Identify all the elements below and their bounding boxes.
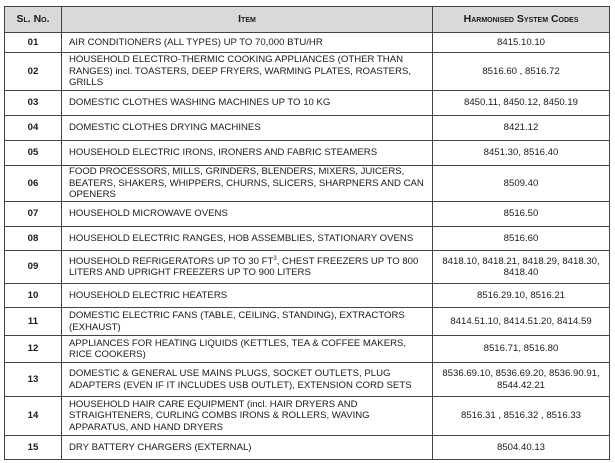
item-text: HOUSEHOLD ELECTRIC IRONS, IRONERS AND FA…	[69, 147, 378, 159]
item-cell: APPLIANCES FOR HEATING LIQUIDS (KETTLES,…	[61, 335, 433, 363]
item-cell: DOMESTIC CLOTHES DRYING MACHINES	[61, 115, 433, 141]
item-cell: HOUSEHOLD REFRIGERATORS UP TO 30 FT3, CH…	[61, 250, 433, 284]
item-text: APPLIANCES FOR HEATING LIQUIDS (KETTLES,…	[69, 337, 407, 361]
sl-no-cell: 05	[4, 140, 62, 166]
item-text: HOUSEHOLD HAIR CARE EQUIPMENT (incl. HAI…	[69, 398, 370, 433]
item-cell: HOUSEHOLD MICROWAVE OVENS	[61, 201, 433, 227]
hs-codes-cell: 8421.12	[432, 115, 610, 141]
item-superscript: 3	[273, 255, 277, 262]
item-cell: DRY BATTERY CHARGERS (EXTERNAL)	[61, 435, 433, 460]
table-row: 04 DOMESTIC CLOTHES DRYING MACHINES 8421.1…	[4, 115, 610, 141]
hs-codes-cell: 8536.69.10, 8536.69.20, 8536.90.91, 8544…	[432, 362, 610, 397]
item-text: HOUSEHOLD REFRIGERATORS UP TO 30 FT	[69, 255, 274, 267]
hs-codes-cell: 8504.40.13	[432, 435, 610, 460]
hs-codes-cell: 8516.29.10, 8516.21	[432, 283, 610, 308]
hs-codes-cell: 8418.10, 8418.21, 8418.29, 8418.30, 8418…	[432, 250, 610, 284]
hs-codes-cell: 8415.10.10	[432, 32, 610, 53]
sl-no-cell: 03	[4, 90, 62, 116]
table-row: 13 DOMESTIC & GENERAL USE MAINS PLUGS, SO…	[4, 362, 610, 397]
hs-codes-cell: 8451.30, 8516.40	[432, 140, 610, 166]
sl-no-cell: 08	[4, 226, 62, 251]
sl-no-cell: 13	[4, 362, 62, 397]
item-text: HOUSEHOLD ELECTRIC RANGES, HOB ASSEMBLIE…	[69, 232, 414, 244]
item-cell: FOOD PROCESSORS, MILLS, GRINDERS, BLENDE…	[61, 165, 433, 202]
item-text: DOMESTIC & GENERAL USE MAINS PLUGS, SOCK…	[69, 368, 412, 391]
item-cell: DOMESTIC CLOTHES WASHING MACHINES UP TO …	[61, 90, 433, 116]
table-row: 06 FOOD PROCESSORS, MILLS, GRINDERS, BLEN…	[4, 165, 610, 202]
hs-codes-cell: 8509.40	[432, 165, 610, 202]
item-text: DOMESTIC ELECTRIC FANS (TABLE, CEILING, …	[69, 310, 405, 333]
item-cell: DOMESTIC ELECTRIC FANS (TABLE, CEILING, …	[61, 307, 433, 336]
hs-codes-cell: 8450.11, 8450.12, 8450.19	[432, 90, 610, 116]
hs-codes-cell: 8516.31 , 8516.32 , 8516.33	[432, 396, 610, 436]
item-text: FOOD PROCESSORS, MILLS, GRINDERS, BLENDE…	[69, 166, 424, 201]
table-row: 01 AIR CONDITIONERS (ALL TYPES) UP TO 70,…	[4, 32, 610, 53]
table-row: 08 HOUSEHOLD ELECTRIC RANGES, HOB ASSEMBL…	[4, 226, 610, 251]
table-row: 11 DOMESTIC ELECTRIC FANS (TABLE, CEILING…	[4, 307, 610, 336]
header-item: Item	[61, 6, 433, 33]
sl-no-cell: 14	[4, 396, 62, 436]
sl-no-cell: 07	[4, 201, 62, 227]
table-row: 05 HOUSEHOLD ELECTRIC IRONS, IRONERS AND …	[4, 140, 610, 166]
table-row: 12 APPLIANCES FOR HEATING LIQUIDS (KETTLE…	[4, 335, 610, 363]
sl-no-cell: 02	[4, 52, 62, 91]
item-cell: HOUSEHOLD ELECTRIC RANGES, HOB ASSEMBLIE…	[61, 226, 433, 251]
sl-no-cell: 01	[4, 32, 62, 53]
table-row: 10 HOUSEHOLD ELECTRIC HEATERS 8516.29.10, …	[4, 283, 610, 308]
sl-no-cell: 15	[4, 435, 62, 460]
table-row: 07 HOUSEHOLD MICROWAVE OVENS 8516.50	[4, 201, 610, 227]
item-cell: DOMESTIC & GENERAL USE MAINS PLUGS, SOCK…	[61, 362, 433, 397]
header-row: Sl. No. Item Harmonised System Codes	[4, 6, 610, 33]
sl-no-cell: 11	[4, 307, 62, 336]
item-text: HOUSEHOLD MICROWAVE OVENS	[69, 208, 228, 220]
item-text-continued: , CHEST FREEZERS UP TO 800 LITERS AND UP…	[69, 255, 419, 279]
item-cell: HOUSEHOLD ELECTRIC HEATERS	[61, 283, 433, 308]
hs-codes-cell: 8414.51.10, 8414.51.20, 8414.59	[432, 307, 610, 336]
sl-no-cell: 04	[4, 115, 62, 141]
item-text: DOMESTIC CLOTHES WASHING MACHINES UP TO …	[69, 97, 331, 109]
sl-no-cell: 10	[4, 283, 62, 308]
item-text: HOUSEHOLD ELECTRO-THERMIC COOKING APPLIA…	[69, 54, 412, 89]
item-text: AIR CONDITIONERS (ALL TYPES) UP TO 70,00…	[69, 36, 323, 48]
table-row: 03 DOMESTIC CLOTHES WASHING MACHINES UP T…	[4, 90, 610, 116]
item-cell: HOUSEHOLD HAIR CARE EQUIPMENT (incl. HAI…	[61, 396, 433, 436]
item-text: DRY BATTERY CHARGERS (EXTERNAL)	[69, 441, 252, 453]
header-codes: Harmonised System Codes	[432, 6, 610, 33]
table-row: 15 DRY BATTERY CHARGERS (EXTERNAL) 8504.40…	[4, 435, 610, 460]
item-text: HOUSEHOLD ELECTRIC HEATERS	[69, 289, 228, 301]
hs-codes-cell: 8516.60	[432, 226, 610, 251]
hs-codes-cell: 8516.71, 8516.80	[432, 335, 610, 363]
sl-no-cell: 09	[4, 250, 62, 284]
hs-codes-cell: 8516.50	[432, 201, 610, 227]
header-sl-no: Sl. No.	[4, 6, 62, 33]
table-row: 09 HOUSEHOLD REFRIGERATORS UP TO 30 FT3, …	[4, 250, 610, 284]
item-cell: AIR CONDITIONERS (ALL TYPES) UP TO 70,00…	[61, 32, 433, 53]
sl-no-cell: 12	[4, 335, 62, 363]
sl-no-cell: 06	[4, 165, 62, 202]
item-cell: HOUSEHOLD ELECTRIC IRONS, IRONERS AND FA…	[61, 140, 433, 166]
table-row: 14 HOUSEHOLD HAIR CARE EQUIPMENT (incl. H…	[4, 396, 610, 436]
item-cell: HOUSEHOLD ELECTRO-THERMIC COOKING APPLIA…	[61, 52, 433, 91]
hs-codes-cell: 8516.60 , 8516.72	[432, 52, 610, 91]
item-text: DOMESTIC CLOTHES DRYING MACHINES	[69, 122, 261, 134]
hs-codes-table: Sl. No. Item Harmonised System Codes 01 A…	[4, 6, 610, 460]
table-row: 02 HOUSEHOLD ELECTRO-THERMIC COOKING APPL…	[4, 52, 610, 91]
